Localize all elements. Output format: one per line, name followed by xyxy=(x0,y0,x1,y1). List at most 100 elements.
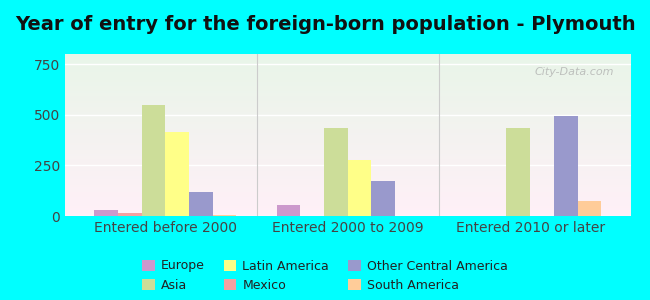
Bar xyxy=(65,65,630,67)
Bar xyxy=(65,96,630,98)
Bar xyxy=(65,61,630,62)
Bar xyxy=(189,192,213,216)
Bar xyxy=(142,105,165,216)
Bar xyxy=(65,135,630,136)
Bar xyxy=(65,125,630,127)
Bar xyxy=(65,167,630,169)
Bar xyxy=(65,80,630,82)
Bar xyxy=(65,146,630,148)
Bar xyxy=(65,114,630,116)
Bar xyxy=(65,174,630,176)
Bar xyxy=(65,143,630,145)
Bar xyxy=(65,164,630,166)
Bar xyxy=(65,119,630,120)
Bar xyxy=(348,160,371,216)
Bar xyxy=(65,124,630,125)
Bar xyxy=(65,62,630,64)
Bar xyxy=(506,128,530,216)
Bar xyxy=(65,179,630,180)
Bar xyxy=(65,211,630,213)
Bar xyxy=(65,64,630,65)
Bar xyxy=(65,104,630,106)
Bar xyxy=(65,112,630,114)
Bar xyxy=(65,159,630,161)
Bar xyxy=(554,116,578,216)
Bar xyxy=(371,181,395,216)
Bar xyxy=(65,209,630,211)
Bar xyxy=(65,101,630,103)
Bar xyxy=(65,86,630,88)
Bar xyxy=(65,78,630,80)
Bar xyxy=(65,193,630,195)
Bar xyxy=(94,210,118,216)
Bar xyxy=(65,172,630,174)
Bar xyxy=(65,154,630,156)
Bar xyxy=(324,128,348,216)
Legend: Europe, Asia, Latin America, Mexico, Other Central America, South America: Europe, Asia, Latin America, Mexico, Oth… xyxy=(137,254,513,297)
Bar xyxy=(65,103,630,104)
Bar xyxy=(65,85,630,86)
Bar xyxy=(65,90,630,91)
Bar xyxy=(65,187,630,188)
Bar xyxy=(65,153,630,154)
Bar xyxy=(118,213,142,216)
Bar xyxy=(65,77,630,78)
Bar xyxy=(65,91,630,93)
Bar xyxy=(65,169,630,171)
Bar xyxy=(65,132,630,134)
Bar xyxy=(65,171,630,172)
Bar xyxy=(65,213,630,214)
Bar xyxy=(165,132,189,216)
Bar xyxy=(65,190,630,192)
Bar xyxy=(65,145,630,146)
Bar xyxy=(65,54,630,56)
Bar xyxy=(65,134,630,135)
Bar xyxy=(65,161,630,163)
Bar xyxy=(65,182,630,184)
Bar xyxy=(65,59,630,61)
Bar xyxy=(65,88,630,90)
Bar xyxy=(65,136,630,138)
Bar xyxy=(65,120,630,122)
Bar xyxy=(65,69,630,70)
Bar xyxy=(65,128,630,130)
Bar xyxy=(65,176,630,177)
Bar xyxy=(65,205,630,206)
Bar xyxy=(65,214,630,216)
Bar xyxy=(65,201,630,203)
Bar xyxy=(65,93,630,94)
Bar xyxy=(277,205,300,216)
Bar xyxy=(65,127,630,128)
Bar xyxy=(65,70,630,72)
Bar xyxy=(65,72,630,74)
Bar xyxy=(65,56,630,57)
Bar xyxy=(65,163,630,164)
Bar xyxy=(65,111,630,112)
Bar xyxy=(65,185,630,187)
Text: Year of entry for the foreign-born population - Plymouth: Year of entry for the foreign-born popul… xyxy=(15,15,635,34)
Bar xyxy=(65,83,630,85)
Bar xyxy=(65,192,630,193)
Bar xyxy=(65,57,630,59)
Bar xyxy=(65,198,630,200)
Bar xyxy=(65,184,630,185)
Bar xyxy=(65,106,630,107)
Bar xyxy=(65,151,630,153)
Bar xyxy=(65,82,630,83)
Bar xyxy=(65,180,630,182)
Bar xyxy=(65,142,630,143)
Bar xyxy=(65,166,630,167)
Bar xyxy=(213,215,237,216)
Bar xyxy=(65,130,630,132)
Bar xyxy=(65,67,630,69)
Text: City-Data.com: City-Data.com xyxy=(534,67,614,77)
Bar xyxy=(65,74,630,75)
Bar xyxy=(65,203,630,205)
Bar xyxy=(65,98,630,99)
Bar xyxy=(65,156,630,158)
Bar xyxy=(65,122,630,124)
Bar xyxy=(65,150,630,151)
Bar xyxy=(65,75,630,77)
Bar xyxy=(65,109,630,111)
Bar xyxy=(65,188,630,190)
